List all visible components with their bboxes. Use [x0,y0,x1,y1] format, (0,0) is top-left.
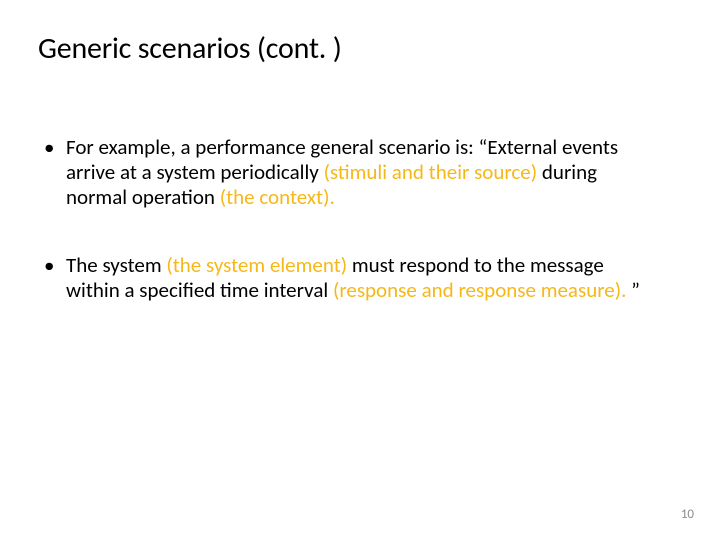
page-number: 10 [681,507,694,522]
bullet-text-highlight: (response and response measure). [333,277,631,303]
bullet-text-highlight: (the context). [220,184,335,210]
bullet-text-post: ” [631,277,640,303]
bullet-item: The system (the system element) must res… [38,253,648,303]
bullet-text-highlight: (stimuli and their source) [324,159,538,185]
slide-title: Generic scenarios (cont. ) [38,30,342,67]
bullet-list: For example, a performance general scena… [38,135,648,303]
slide-body: For example, a performance general scena… [38,135,648,303]
bullet-item: For example, a performance general scena… [38,135,648,209]
slide: Generic scenarios (cont. ) For example, … [0,0,720,540]
bullet-text-highlight: (the system element) [166,252,347,278]
bullet-text-pre: The system [66,252,166,278]
